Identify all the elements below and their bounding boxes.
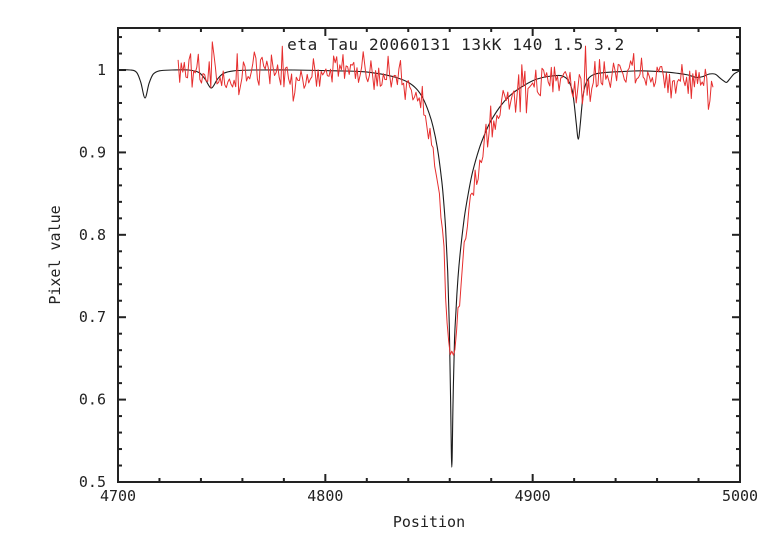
y-tick-label: 0.8 — [79, 226, 106, 244]
x-tick-label: 4900 — [515, 487, 551, 505]
axis-ticks — [117, 28, 741, 483]
y-tick-label: 0.6 — [79, 391, 106, 409]
model-spectrum-line — [117, 69, 741, 468]
x-tick-label: 5000 — [722, 487, 758, 505]
plot-frame — [117, 27, 741, 483]
y-tick-label: 1 — [97, 61, 106, 79]
observed-spectrum-line — [177, 41, 714, 356]
x-tick-label: 4800 — [307, 487, 343, 505]
series-lines — [117, 41, 741, 468]
tick-labels: 4700 4800 4900 5000 0.5 0.6 0.7 0.8 0.9 1 — [79, 61, 758, 505]
y-tick-label: 0.9 — [79, 143, 106, 161]
y-tick-label: 0.5 — [79, 473, 106, 491]
x-axis-label: Position — [393, 513, 465, 531]
y-axis-label: Pixel value — [46, 205, 64, 304]
y-tick-label: 0.7 — [79, 308, 106, 326]
x-tick-label: 4700 — [100, 487, 136, 505]
plot-title: eta Tau 20060131 13kK 140 1.5 3.2 — [287, 35, 625, 54]
